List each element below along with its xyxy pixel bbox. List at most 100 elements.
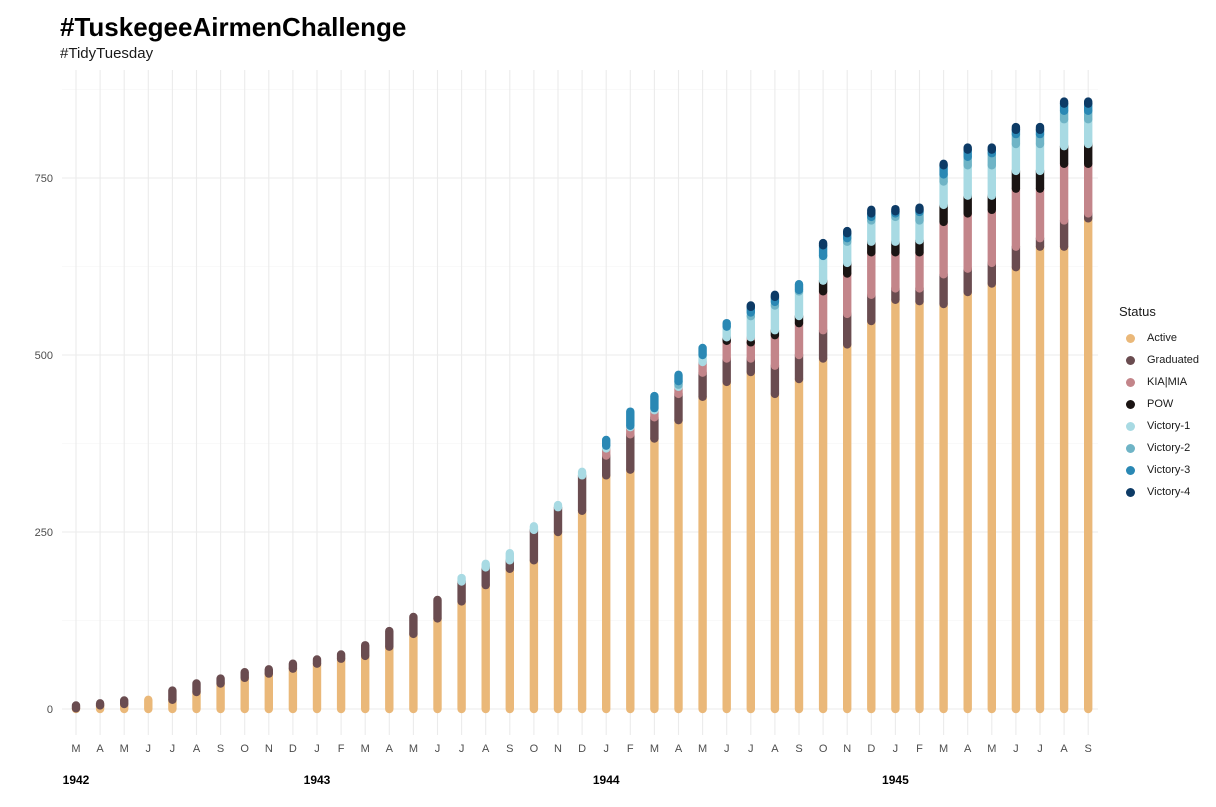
point-stack-graduated: [722, 354, 731, 387]
point-stack-victory-4: [746, 301, 755, 312]
x-tick-label: J: [435, 743, 441, 755]
point-stack-graduated: [867, 290, 876, 326]
point-stack-graduated: [385, 626, 394, 651]
point-stack-active: [794, 374, 804, 714]
point-stack-active: [529, 556, 539, 714]
point-stack-victory-4: [987, 143, 996, 154]
point-stack-victory-1: [553, 500, 563, 512]
x-tick-label: M: [409, 743, 418, 755]
point-stack-kia-mia: [867, 248, 876, 300]
point-stack-active: [939, 299, 948, 714]
legend-item-graduated: Graduated: [1119, 349, 1211, 371]
y-tick-label: 750: [35, 173, 53, 185]
legend-item-victory-2: Victory-2: [1119, 437, 1211, 459]
point-stack-active: [144, 695, 153, 714]
year-label: 1942: [63, 773, 90, 787]
point-stack-active: [433, 614, 442, 714]
legend-item-victory-4: Victory-4: [1119, 481, 1211, 503]
point-stack-victory-1: [963, 161, 972, 200]
point-stack-graduated: [409, 612, 418, 639]
x-tick-label: N: [554, 743, 562, 755]
legend-label: Active: [1147, 332, 1177, 344]
point-stack-graduated: [71, 701, 81, 713]
point-stack-active: [312, 659, 322, 714]
point-stack-active: [1035, 242, 1045, 714]
point-stack-victory-3: [602, 435, 611, 450]
point-stack-active: [1084, 214, 1093, 714]
x-tick-label: M: [698, 743, 707, 755]
x-tick-label: J: [170, 743, 176, 755]
point-stack-victory-1: [939, 177, 948, 210]
x-tick-label: D: [289, 743, 297, 755]
x-tick-label: J: [748, 743, 754, 755]
legend-label: POW: [1147, 398, 1174, 410]
point-stack-kia-mia: [843, 269, 852, 319]
legend-swatch: [1126, 355, 1135, 365]
x-tick-label: S: [506, 743, 513, 755]
x-tick-label: D: [578, 743, 586, 755]
point-stack-graduated: [674, 389, 683, 425]
legend-swatch: [1126, 465, 1135, 475]
legend-label: Victory-1: [1147, 420, 1191, 432]
point-stack-victory-4: [1059, 97, 1069, 108]
x-tick-label: F: [916, 743, 923, 755]
y-tick-label: 250: [35, 527, 53, 539]
point-stack-graduated: [553, 503, 563, 537]
chart-title: #TuskegeeAirmenChallenge: [60, 12, 407, 42]
point-stack-victory-1: [1059, 115, 1069, 151]
x-tick-label: F: [338, 743, 345, 755]
x-tick-label: J: [459, 743, 465, 755]
point-stack-active: [963, 287, 972, 714]
x-tick-label: O: [530, 743, 539, 755]
point-stack-graduated: [626, 430, 635, 474]
point-stack-active: [361, 651, 370, 714]
legend-swatch: [1126, 377, 1135, 387]
point-stack-graduated: [818, 326, 828, 363]
point-stack-active: [216, 679, 225, 714]
x-tick-label: D: [867, 743, 875, 755]
point-stack-active: [915, 296, 924, 714]
point-stack-graduated: [770, 361, 780, 399]
point-stack-active: [481, 580, 490, 714]
point-stack-graduated: [264, 665, 273, 678]
point-stack-victory-3: [794, 280, 804, 295]
point-stack-graduated: [192, 679, 201, 697]
point-stack-active: [553, 527, 563, 714]
point-stack-victory-1: [1011, 139, 1021, 176]
legend-swatch: [1126, 399, 1135, 409]
year-label: 1943: [304, 773, 331, 787]
x-tick-label: M: [71, 743, 80, 755]
point-stack-graduated: [843, 309, 852, 349]
point-stack-victory-4: [1035, 122, 1045, 135]
x-tick-label: M: [361, 743, 370, 755]
point-stack-graduated: [577, 471, 587, 515]
point-stack-active: [987, 279, 996, 714]
point-stack-active: [1059, 242, 1069, 714]
legend-label: KIA|MIA: [1147, 376, 1188, 388]
point-stack-victory-4: [843, 226, 852, 238]
x-tick-label: M: [650, 743, 659, 755]
x-tick-label: A: [193, 743, 201, 755]
point-stack-graduated: [529, 525, 539, 565]
legend-label: Victory-3: [1147, 464, 1191, 476]
point-stack-victory-3: [650, 391, 659, 413]
point-stack-kia-mia: [770, 330, 780, 370]
legend-item-pow: POW: [1119, 393, 1211, 415]
year-label: 1944: [593, 773, 620, 787]
x-tick-label: A: [1060, 743, 1068, 755]
legend-swatch: [1126, 487, 1135, 497]
point-stack-active: [818, 354, 828, 714]
point-stack-victory-4: [770, 290, 780, 302]
point-stack-graduated: [312, 655, 322, 668]
point-stack-graduated: [698, 368, 707, 401]
point-stack-victory-3: [674, 370, 683, 386]
point-stack-graduated: [1059, 216, 1069, 251]
x-tick-label: J: [146, 743, 152, 755]
point-stack-kia-mia: [963, 209, 972, 273]
point-stack-active: [626, 465, 635, 714]
point-stack-victory-4: [1084, 97, 1093, 108]
x-tick-label: J: [724, 743, 730, 755]
point-stack-victory-4: [1011, 122, 1021, 135]
y-tick-label: 500: [35, 350, 53, 362]
point-stack-graduated: [168, 686, 177, 704]
